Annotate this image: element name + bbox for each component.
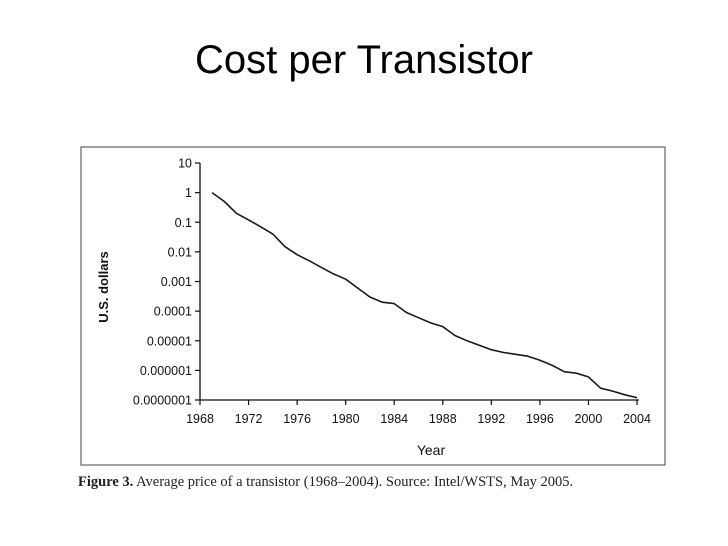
figure-caption: Figure 3. Average price of a transistor … bbox=[78, 474, 678, 491]
caption-text: Average price of a transistor (1968–2004… bbox=[136, 474, 574, 490]
x-tick-label: 2004 bbox=[623, 412, 651, 426]
x-tick-label: 1972 bbox=[235, 412, 263, 426]
y-axis-label: U.S. dollars bbox=[96, 251, 111, 323]
x-axis-label: Year bbox=[417, 442, 446, 458]
y-tick-label: 0.00001 bbox=[147, 334, 192, 348]
x-tick-label: 1984 bbox=[380, 412, 408, 426]
y-tick-label: 0.01 bbox=[168, 245, 192, 259]
y-tick-label: 0.0001 bbox=[154, 305, 192, 319]
caption-label: Figure 3. bbox=[78, 474, 134, 490]
y-tick-label: 0.001 bbox=[161, 275, 192, 289]
x-tick-label: 1988 bbox=[429, 412, 457, 426]
x-tick-label: 1996 bbox=[526, 412, 554, 426]
y-tick-label: 0.0000001 bbox=[133, 394, 192, 408]
y-tick-label: 1 bbox=[185, 186, 192, 200]
chart-ticks: 10 1 0.1 0.01 0.001 0.0001 0.00001 0.000001 0.00… bbox=[133, 157, 651, 427]
x-tick-label: 1976 bbox=[283, 412, 311, 426]
x-tick-label: 1992 bbox=[477, 412, 505, 426]
price-series-line bbox=[211, 191, 638, 399]
y-tick-label: 0.1 bbox=[175, 216, 192, 230]
x-tick-label: 1968 bbox=[186, 412, 214, 426]
chart-axes bbox=[199, 163, 639, 401]
slide-title: Cost per Transistor bbox=[195, 38, 533, 82]
x-tick-label: 2000 bbox=[575, 412, 603, 426]
y-tick-label: 10 bbox=[178, 157, 192, 171]
y-tick-label: 0.000001 bbox=[140, 364, 192, 378]
chart-frame bbox=[80, 146, 666, 466]
chart-series bbox=[211, 191, 638, 399]
x-tick-label: 1980 bbox=[332, 412, 360, 426]
